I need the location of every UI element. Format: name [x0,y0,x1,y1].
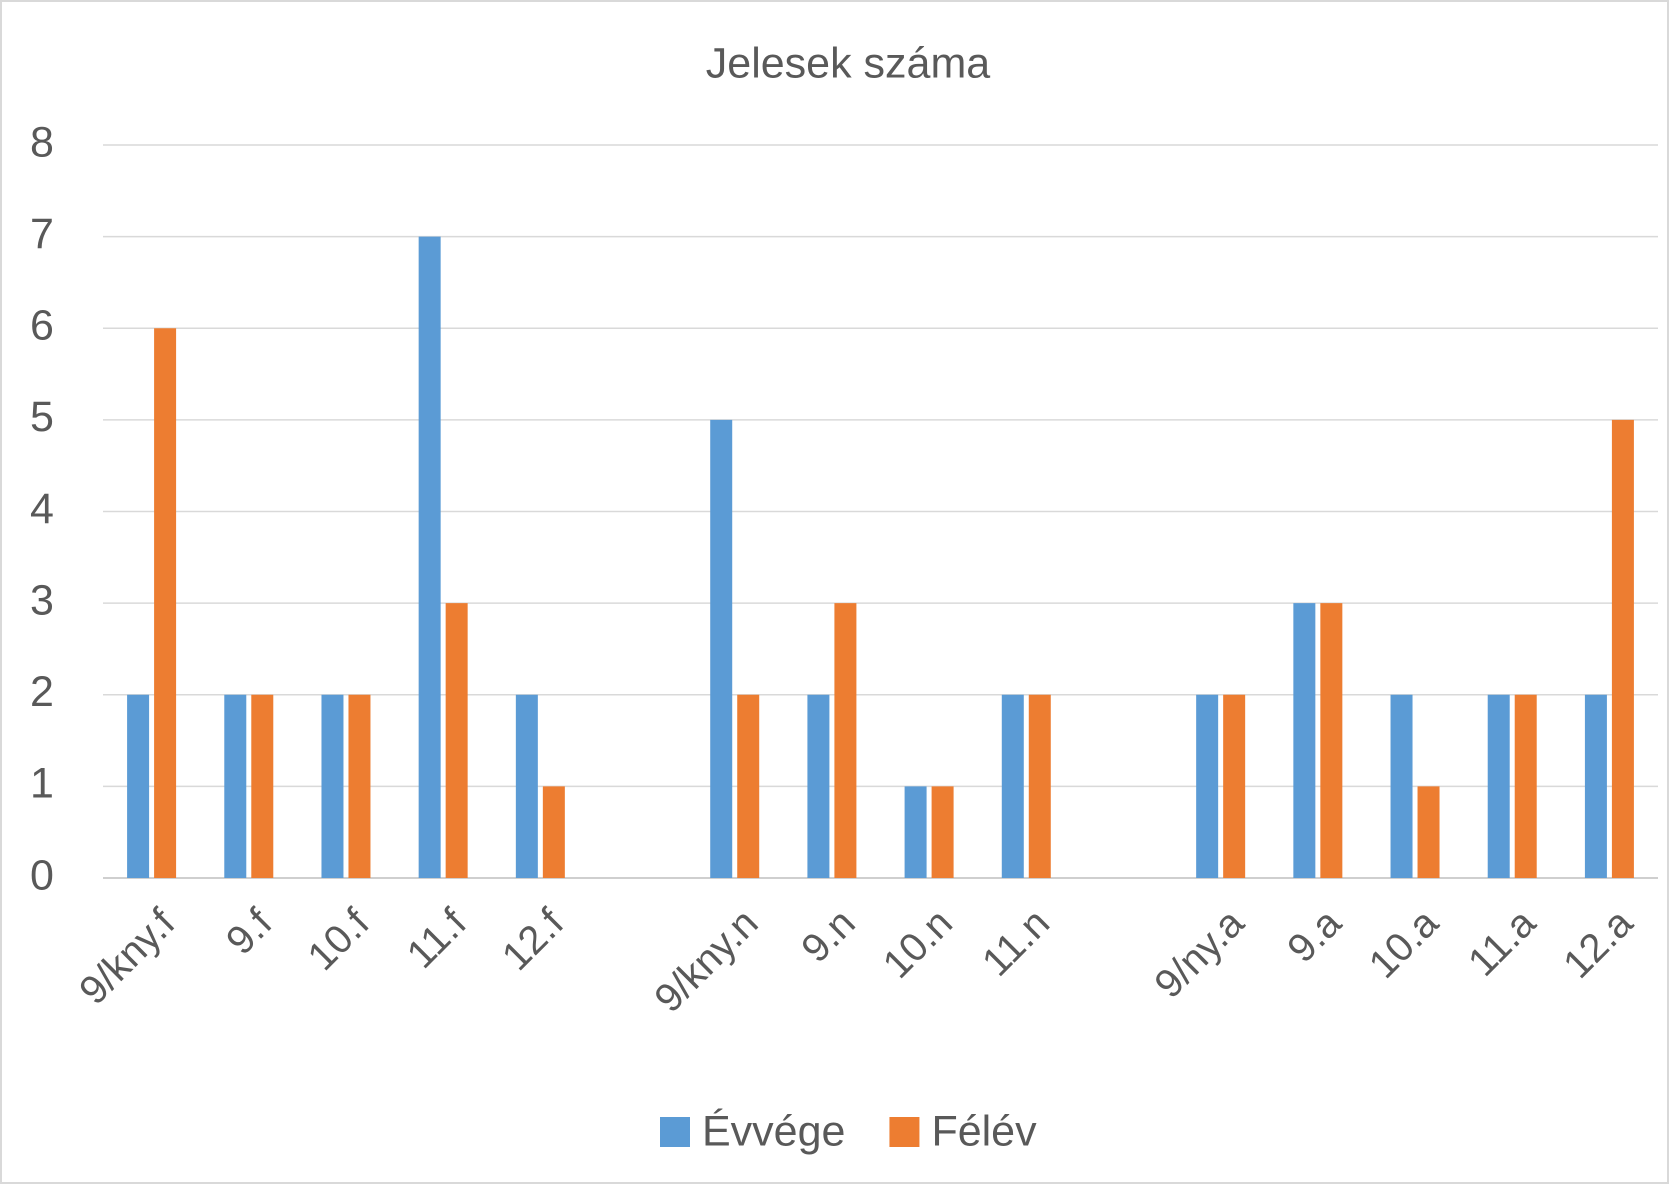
bar [1611,419,1634,878]
y-tick-label: 0 [30,851,54,899]
y-tick-label: 3 [30,576,54,624]
bar [1196,694,1219,878]
y-tick-label: 7 [30,210,54,258]
y-tick-label: 8 [30,118,54,166]
bar [224,694,247,878]
bar [1487,694,1510,878]
bar [1001,694,1024,878]
bar [348,694,371,878]
bar [154,328,177,878]
bar [931,786,954,878]
legend-label: Félév [931,1107,1037,1155]
bar [127,694,150,878]
legend-swatch [660,1117,690,1147]
bar [445,603,468,878]
bar [904,786,927,878]
bar [1293,603,1316,878]
bar [1390,694,1413,878]
y-tick-label: 5 [30,393,54,441]
bar [737,694,760,878]
bar [834,603,857,878]
bar [1417,786,1440,878]
bar [1028,694,1051,878]
y-tick-label: 6 [30,302,54,350]
legend-swatch [889,1117,920,1147]
bar [515,694,538,878]
bar [1320,603,1343,878]
bar [807,694,830,878]
bar [251,694,274,878]
y-tick-label: 2 [30,668,54,716]
bar [418,236,441,878]
legend-label: Évvége [702,1107,845,1155]
y-tick-label: 4 [30,485,54,533]
bar [1514,694,1537,878]
y-tick-label: 1 [30,760,54,808]
bar [321,694,344,878]
chart-title: Jelesek száma [706,39,990,87]
bar [710,419,733,878]
bar [1223,694,1246,878]
bar [1584,694,1607,878]
bar [542,786,565,878]
